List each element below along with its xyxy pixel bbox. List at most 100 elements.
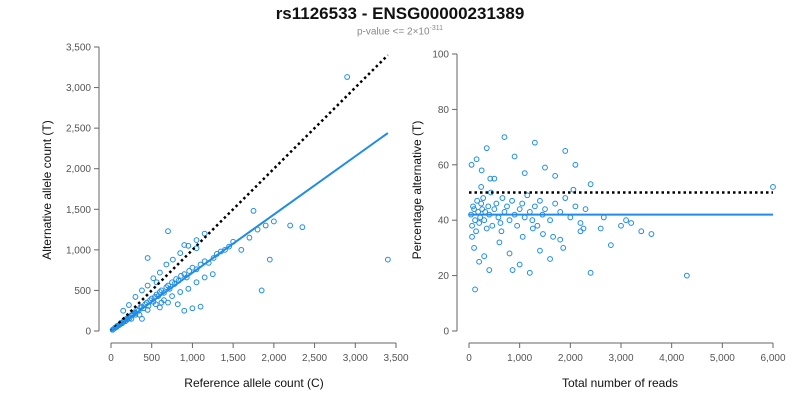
data-point [623, 217, 629, 224]
data-point [250, 208, 257, 214]
data-point [498, 228, 505, 235]
data-point [472, 217, 478, 224]
data-point [485, 203, 492, 210]
data-point [483, 225, 490, 232]
data-point [262, 222, 269, 229]
data-point [201, 230, 208, 237]
y-tick-label: 3,000 [66, 83, 91, 94]
data-point [139, 315, 145, 322]
x-tick-label: 4,000 [659, 353, 684, 364]
data-point [165, 299, 171, 306]
x-tick-label: 0 [108, 353, 114, 364]
y-tick-label: 60 [438, 160, 450, 171]
y-tick-label: 100 [432, 50, 449, 61]
data-point [547, 217, 553, 224]
data-point [511, 153, 518, 160]
data-point [562, 148, 569, 154]
data-point [476, 258, 483, 265]
data-point [526, 208, 533, 215]
data-point [567, 214, 574, 221]
data-point [163, 284, 170, 291]
data-point [152, 301, 159, 308]
data-point [181, 242, 188, 248]
data-point [258, 287, 265, 294]
x-tick-label: 0 [466, 353, 472, 364]
data-point [547, 256, 553, 262]
data-point [628, 220, 635, 226]
data-point [469, 233, 475, 240]
data-point [470, 203, 476, 210]
y-tick-label: 1,000 [66, 245, 91, 256]
y-tick-label: 1,500 [66, 205, 91, 216]
y-tick-label: 20 [438, 271, 450, 282]
data-point [238, 246, 245, 253]
data-point [178, 272, 184, 279]
data-point [246, 234, 253, 241]
scatter-panel-allele-counts: 0 500 1,000 1,500 2,000 2,500 3,000 3,500 0 500 1,… [40, 43, 409, 391]
data-point [478, 184, 485, 190]
data-point [504, 203, 510, 210]
data-point [514, 222, 521, 229]
fit-line [110, 132, 389, 332]
data-point [506, 217, 513, 224]
data-point [542, 206, 548, 213]
data-point [473, 156, 480, 163]
data-point [210, 255, 217, 261]
data-point [516, 261, 523, 268]
data-point [144, 255, 151, 261]
data-point [474, 197, 481, 204]
data-point [166, 285, 173, 292]
data-point [506, 250, 513, 257]
data-point [478, 167, 485, 174]
data-point [471, 245, 477, 251]
data-point [476, 220, 483, 226]
data-point [201, 274, 208, 281]
subtitle-pvalue: p-value <= 2×10 [356, 26, 430, 38]
data-point [529, 225, 536, 232]
data-point [177, 289, 184, 295]
data-point [126, 302, 132, 308]
subtitle-exponent: -311 [429, 25, 444, 32]
data-point [136, 311, 143, 318]
data-point [491, 206, 498, 213]
chart-title: rs1126533 - ENSG00000231389 [275, 4, 525, 23]
x-axis-label: Total number of reads [562, 376, 678, 390]
data-point [174, 301, 181, 308]
data-point [552, 200, 559, 207]
scatter-panel-percentage: 0 1,000 2,000 3,000 4,000 5,000 6,000 0 20 40 60 80… [410, 50, 786, 391]
data-point [519, 200, 526, 207]
x-tick-label: 3,000 [343, 353, 368, 364]
data-point [144, 282, 151, 289]
data-point [468, 161, 475, 168]
chart-subtitle: p-value <= 2×10-311 [0, 25, 800, 37]
x-tick-label: 5,000 [710, 353, 735, 364]
x-tick-label: 1,500 [221, 353, 246, 364]
data-point [550, 233, 557, 240]
data-point [557, 208, 564, 215]
x-tick-label: 3,000 [608, 353, 633, 364]
panel-0-marks: 0 500 1,000 1,500 2,000 2,500 3,000 3,500 0 500 1,… [66, 43, 409, 365]
data-point [270, 218, 277, 225]
data-point [582, 206, 589, 213]
data-point [186, 268, 193, 274]
data-point [542, 164, 548, 171]
data-point [496, 239, 503, 246]
data-point [177, 250, 184, 257]
data-point [132, 294, 139, 300]
data-point [577, 220, 584, 226]
data-point [562, 195, 569, 201]
y-tick-label: 0 [85, 327, 91, 338]
data-point [169, 256, 176, 263]
data-point [638, 228, 645, 235]
data-point [189, 305, 196, 312]
data-point [577, 228, 584, 235]
data-point [487, 175, 494, 182]
data-point [185, 242, 192, 249]
data-point [537, 197, 543, 204]
panel-1-marks: 0 1,000 2,000 3,000 4,000 5,000 6,000 0 20 40 60 80… [432, 50, 786, 365]
data-point [156, 289, 163, 295]
data-point [501, 134, 508, 141]
data-point [266, 256, 273, 263]
data-point [479, 206, 486, 213]
